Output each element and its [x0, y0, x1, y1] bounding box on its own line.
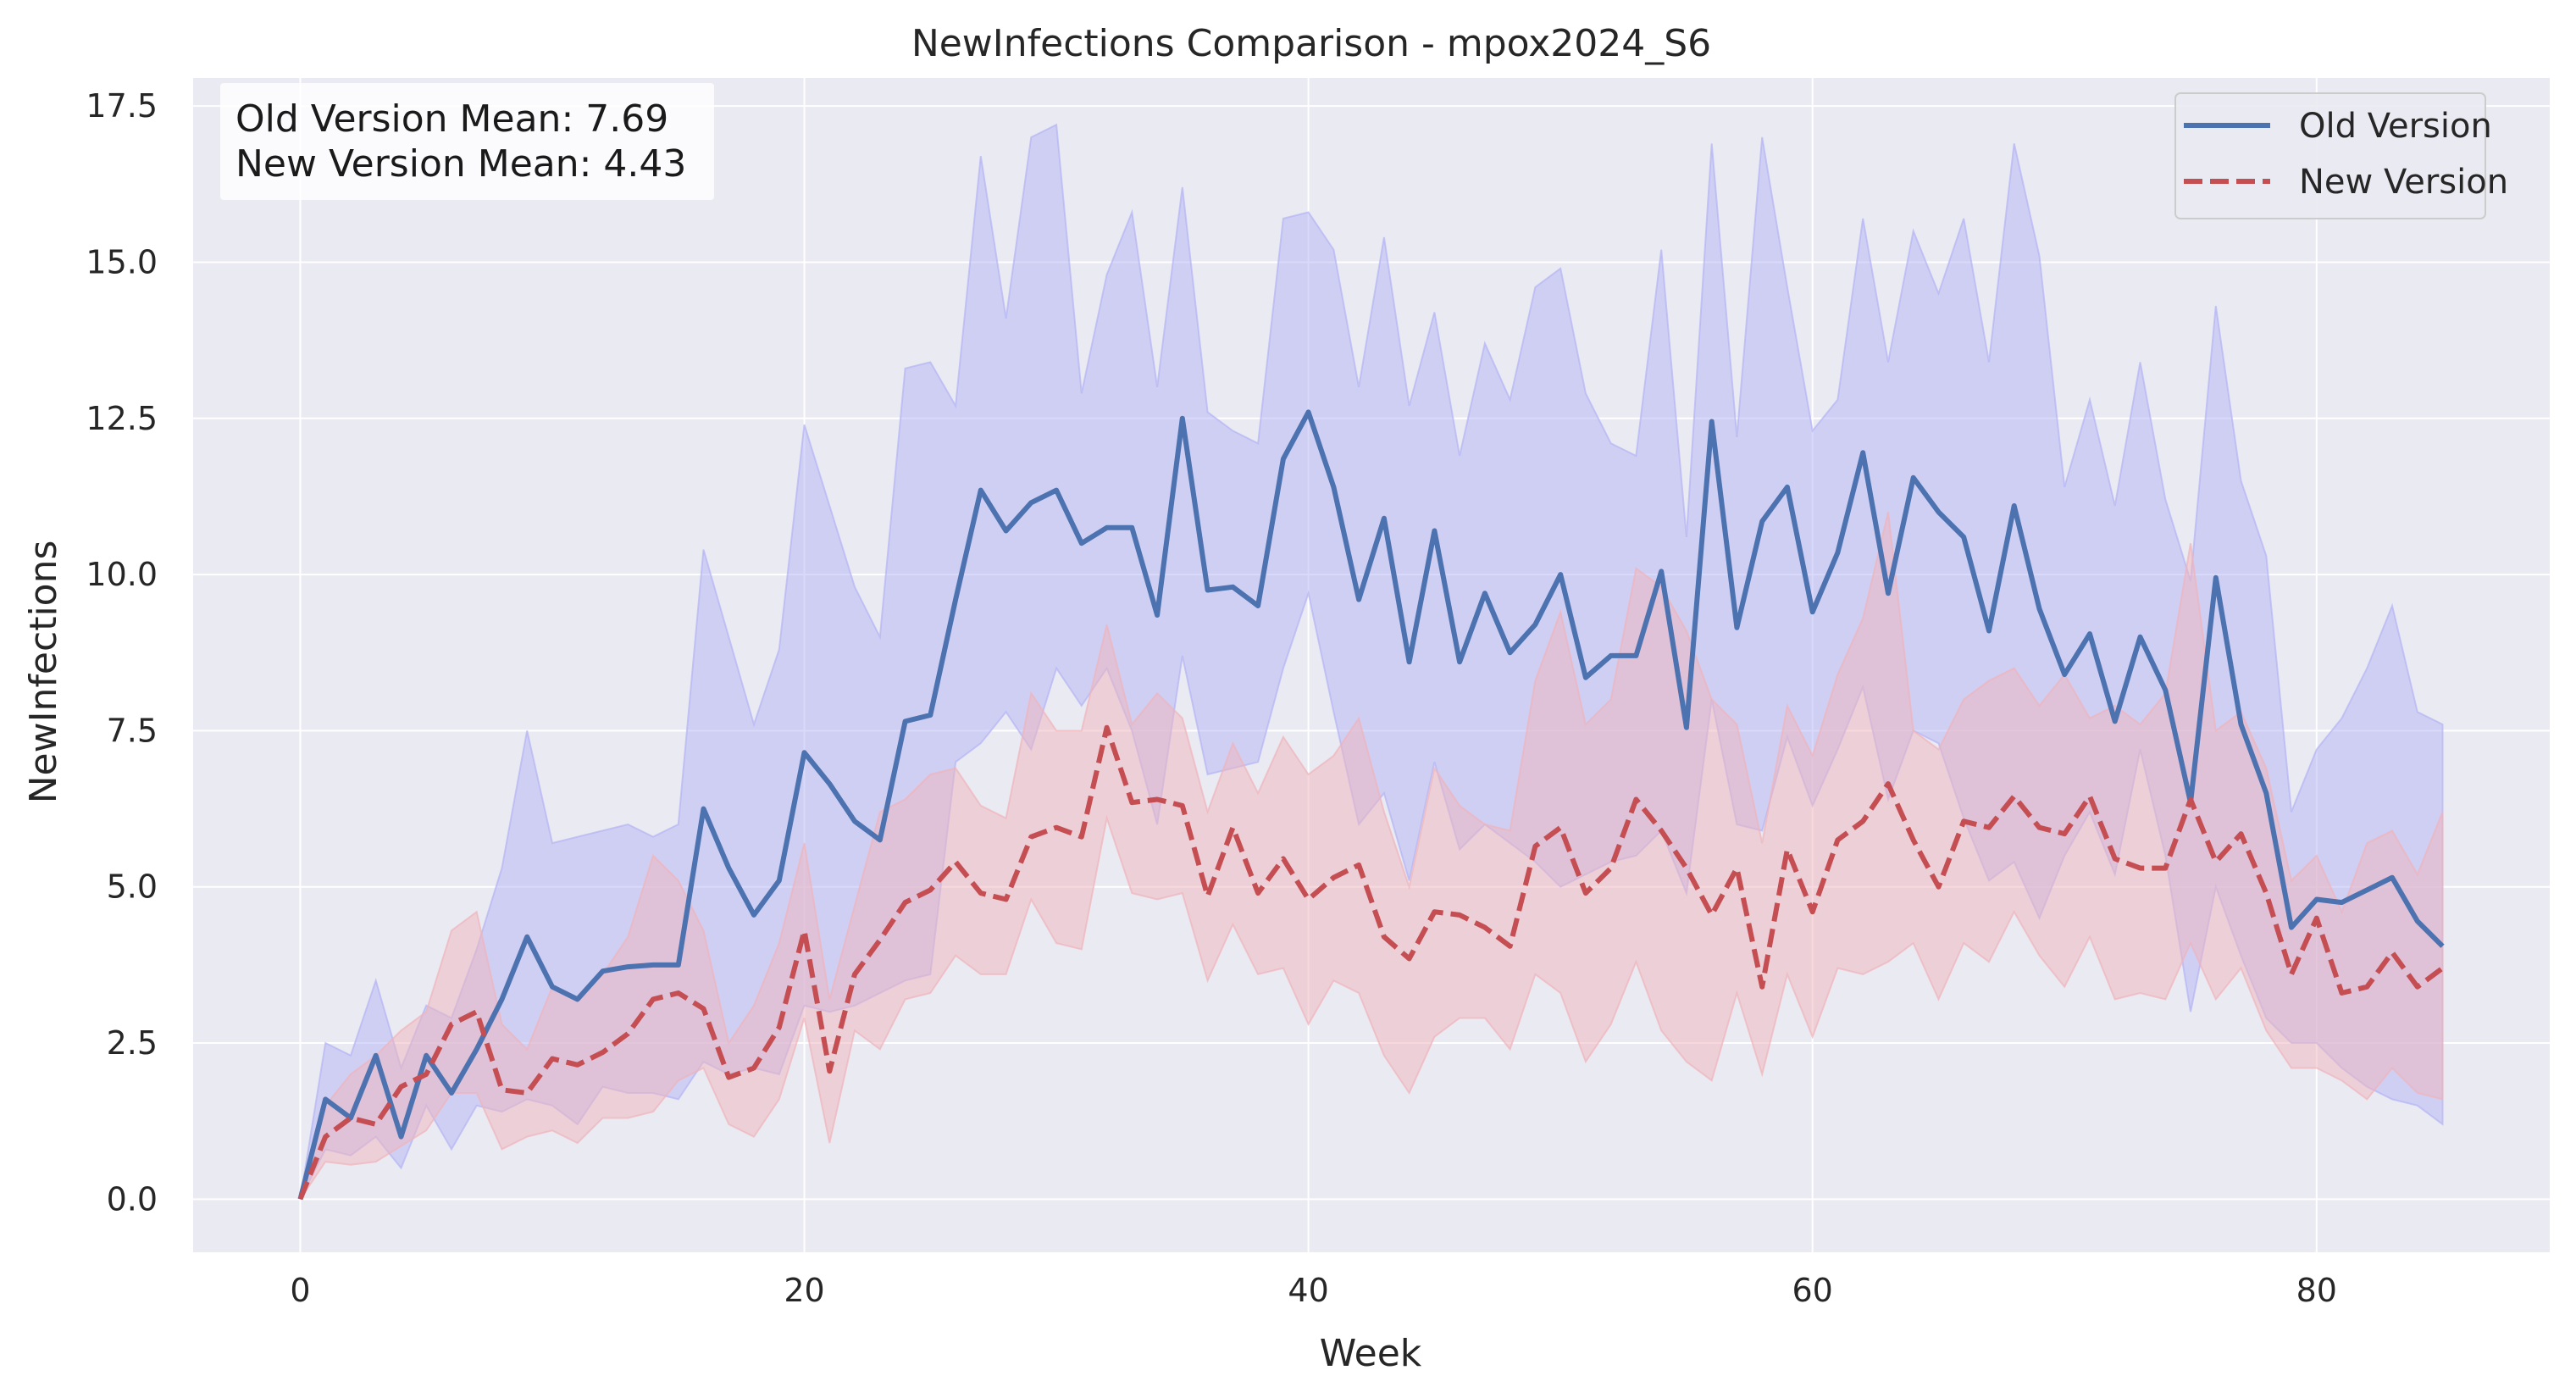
- old-mean-text: Old Version Mean: 7.69: [235, 97, 668, 141]
- legend-label-old-version: Old Version: [2299, 107, 2492, 146]
- y-tick-labels: 0.0 2.5 5.0 7.5 10.0 12.5 15.0 17.5: [86, 87, 158, 1218]
- x-tick-label: 40: [1288, 1272, 1328, 1309]
- series-line-new-version: [297, 724, 2445, 1201]
- confidence-bands: [299, 123, 2444, 1200]
- y-tick-label: 15.0: [86, 243, 158, 280]
- x-tick-label: 60: [1792, 1272, 1833, 1309]
- band-new-version: [299, 512, 2444, 1200]
- legend: Old Version New Version: [2174, 92, 2508, 219]
- x-tick-label: 0: [290, 1272, 310, 1309]
- stats-box: Old Version Mean: 7.69 New Version Mean:…: [220, 83, 714, 200]
- x-axis-label: Week: [1320, 1332, 1422, 1375]
- y-tick-label: 10.0: [86, 556, 158, 593]
- y-axis-label: NewInfections: [22, 541, 65, 804]
- x-tick-label: 20: [784, 1272, 824, 1309]
- y-tick-label: 7.5: [107, 712, 158, 749]
- series-lines: [297, 409, 2445, 1201]
- series-line-old-version: [297, 409, 2445, 1201]
- y-tick-label: 0.0: [107, 1180, 158, 1218]
- y-tick-label: 5.0: [107, 868, 158, 906]
- y-tick-label: 17.5: [86, 87, 158, 125]
- stats-box-background: [220, 83, 714, 200]
- x-tick-label: 80: [2296, 1272, 2337, 1309]
- chart-title: NewInfections Comparison - mpox2024_S6: [911, 22, 1711, 65]
- x-tick-labels: 0 20 40 60 80: [290, 1272, 2337, 1309]
- y-tick-label: 2.5: [107, 1024, 158, 1062]
- new-mean-text: New Version Mean: 4.43: [235, 142, 686, 186]
- y-tick-label: 12.5: [86, 400, 158, 437]
- legend-label-new-version: New Version: [2299, 163, 2508, 202]
